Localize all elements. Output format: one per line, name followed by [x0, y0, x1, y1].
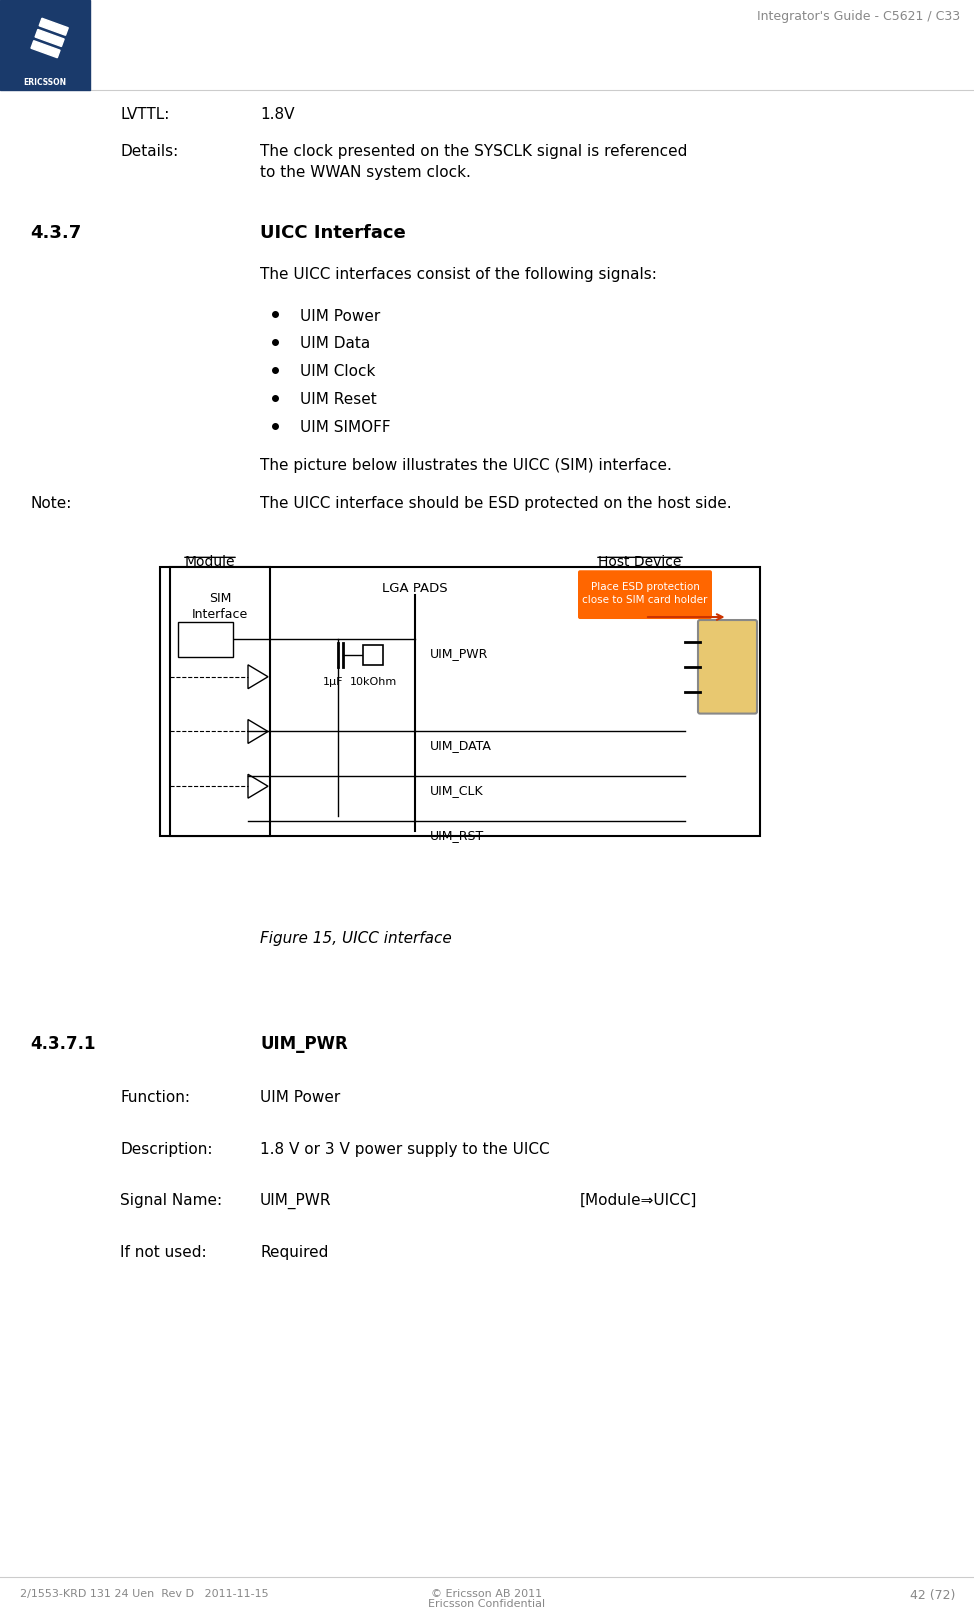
Text: UIM_CLK: UIM_CLK	[430, 784, 484, 797]
Text: UIM Power: UIM Power	[300, 309, 380, 324]
Text: ERICSSON: ERICSSON	[23, 77, 66, 87]
Text: UIM_RST: UIM_RST	[430, 829, 484, 842]
Text: 1.8V: 1.8V	[260, 108, 294, 122]
Text: 4.3.7: 4.3.7	[30, 224, 81, 242]
Text: UIM Power: UIM Power	[260, 1090, 340, 1104]
Text: Ericsson Confidential: Ericsson Confidential	[429, 1599, 545, 1610]
Text: Place ESD protection
close to SIM card holder: Place ESD protection close to SIM card h…	[582, 583, 708, 605]
Text: 1µF: 1µF	[322, 676, 343, 687]
Text: 42 (72): 42 (72)	[910, 1589, 955, 1602]
Text: SIM
Interface: SIM Interface	[192, 592, 248, 621]
FancyBboxPatch shape	[698, 620, 757, 713]
Text: LVTTL:: LVTTL:	[120, 108, 169, 122]
Text: UICC Interface: UICC Interface	[260, 224, 406, 242]
Text: If not used:: If not used:	[120, 1245, 206, 1261]
Text: Function:: Function:	[120, 1090, 190, 1104]
Text: 1.8 V or 3 V power supply to the UICC: 1.8 V or 3 V power supply to the UICC	[260, 1141, 549, 1156]
Text: Description:: Description:	[120, 1141, 212, 1156]
Text: 10kOhm: 10kOhm	[350, 676, 396, 687]
Text: Note:: Note:	[30, 496, 71, 510]
Text: Details:: Details:	[120, 145, 178, 159]
Bar	[363, 646, 383, 665]
Text: UIM_PWR: UIM_PWR	[260, 1035, 348, 1053]
Text: The UICC interface should be ESD protected on the host side.: The UICC interface should be ESD protect…	[260, 496, 731, 510]
Text: LDO
1.8/3V: LDO 1.8/3V	[189, 633, 222, 654]
Text: UIM SIMOFF: UIM SIMOFF	[300, 420, 391, 435]
Text: Host Device: Host Device	[598, 555, 682, 570]
Text: [Module⇒UICC]: [Module⇒UICC]	[580, 1193, 697, 1208]
FancyBboxPatch shape	[578, 570, 712, 618]
Text: UIM_PWR: UIM_PWR	[430, 647, 488, 660]
Text: UIM_PWR: UIM_PWR	[260, 1193, 331, 1209]
Text: 4.3.7.1: 4.3.7.1	[30, 1035, 95, 1053]
Text: Module: Module	[185, 555, 236, 570]
Text: Integrator's Guide - C5621 / C33: Integrator's Guide - C5621 / C33	[757, 10, 960, 23]
Text: The UICC interfaces consist of the following signals:: The UICC interfaces consist of the follo…	[260, 267, 656, 282]
Bar	[170, 567, 270, 836]
Bar	[31, 40, 60, 58]
Bar	[160, 567, 760, 836]
Text: UIM Data: UIM Data	[300, 336, 370, 351]
Bar	[178, 621, 233, 657]
Text: UIM Reset: UIM Reset	[300, 393, 377, 407]
Text: UIM_DATA: UIM_DATA	[430, 739, 492, 752]
Text: UIM Clock: UIM Clock	[300, 364, 375, 380]
Text: The clock presented on the SYSCLK signal is referenced
to the WWAN system clock.: The clock presented on the SYSCLK signal…	[260, 145, 688, 180]
Bar	[0, 0, 90, 90]
Bar	[35, 29, 64, 47]
Text: 2/1553-KRD 131 24 Uen  Rev D   2011-11-15: 2/1553-KRD 131 24 Uen Rev D 2011-11-15	[20, 1589, 269, 1599]
Text: Required: Required	[260, 1245, 328, 1261]
Text: © Ericsson AB 2011: © Ericsson AB 2011	[431, 1589, 543, 1599]
Text: LGA PADS: LGA PADS	[382, 583, 448, 596]
Text: Figure 15, UICC interface: Figure 15, UICC interface	[260, 931, 452, 945]
Text: Signal Name:: Signal Name:	[120, 1193, 222, 1208]
Bar	[39, 18, 68, 35]
Text: The picture below illustrates the UICC (SIM) interface.: The picture below illustrates the UICC (…	[260, 457, 672, 473]
